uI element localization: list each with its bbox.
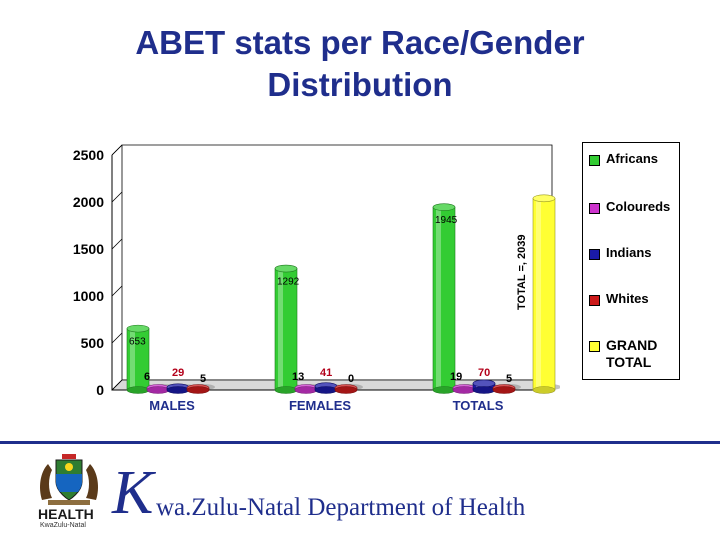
bar-bottom xyxy=(314,386,338,394)
legend-swatch xyxy=(589,341,600,352)
bar-bottom xyxy=(126,386,150,394)
legend-label: Whites xyxy=(606,291,649,306)
total-annotation: TOTAL =, 2039 xyxy=(516,234,528,310)
data-label: 653 xyxy=(129,337,146,348)
data-label: 29 xyxy=(172,367,184,379)
chart-legend: Africans Coloureds Indians Whites GRAND TOTA… xyxy=(582,142,680,380)
data-label: 70 xyxy=(478,367,490,379)
legend-item-coloureds: Coloureds xyxy=(589,199,670,215)
data-label: 19 xyxy=(450,371,462,383)
bar-bottom xyxy=(532,386,556,394)
data-label: 1292 xyxy=(277,277,300,288)
coat-of-arms-icon xyxy=(40,454,98,505)
legend-item-whites: Whites xyxy=(589,291,649,307)
bar-highlight xyxy=(278,268,283,390)
chart-back-wall xyxy=(121,144,553,381)
data-label: 5 xyxy=(506,373,512,385)
legend-label: Africans xyxy=(606,151,659,166)
y-tick-label: 500 xyxy=(81,335,105,351)
bar-highlight xyxy=(436,207,441,390)
legend-swatch xyxy=(589,249,600,260)
bar-top xyxy=(432,203,456,211)
gridline-500 xyxy=(111,332,123,344)
bar-bottom xyxy=(294,386,318,394)
data-label: 13 xyxy=(292,371,304,383)
bar-bottom xyxy=(492,386,516,394)
legend-swatch xyxy=(589,155,600,166)
bar-top xyxy=(274,264,298,273)
bar-bottom xyxy=(146,386,170,394)
data-label: 1945 xyxy=(435,215,458,226)
department-name: wa.Zulu-Natal Department of Health xyxy=(156,494,526,521)
bar-bottom xyxy=(452,386,476,394)
legend-item-indians: Indians xyxy=(589,245,652,261)
legend-swatch xyxy=(589,295,600,306)
bar-bottom xyxy=(274,386,298,394)
department-initial: K xyxy=(112,459,154,527)
legend-item-grand-total: GRAND TOTAL xyxy=(589,337,666,371)
data-label: 41 xyxy=(320,367,332,379)
footer-divider xyxy=(0,441,720,444)
gridline-0 xyxy=(111,379,123,391)
data-label: 6 xyxy=(144,371,150,383)
y-tick-label: 0 xyxy=(96,382,104,398)
logo-province-label: KwaZulu-Natal xyxy=(40,522,86,529)
gridline-2000 xyxy=(111,191,123,203)
gridline-1500 xyxy=(111,238,123,250)
bar-bottom xyxy=(432,386,456,394)
y-tick-label: 1500 xyxy=(73,241,104,257)
bar-chart: 0 500 1000 1500 2000 2500 653 1292 1945 6 13 19 29 41… xyxy=(54,140,560,420)
bar-top xyxy=(126,324,150,333)
bar-bottom xyxy=(166,386,190,394)
legend-label: GRAND TOTAL xyxy=(606,337,658,370)
legend-item-africans: Africans xyxy=(589,151,658,167)
bar-highlight xyxy=(536,198,541,390)
gridline-1000 xyxy=(111,285,123,297)
y-tick-label: 2000 xyxy=(73,194,104,210)
bar-bottom xyxy=(186,386,210,394)
x-category-label: MALES xyxy=(149,398,195,413)
y-tick-label: 2500 xyxy=(73,147,104,163)
bar-top xyxy=(472,379,496,388)
chart-svg: 0 500 1000 1500 2000 2500 653 1292 1945 6 13 19 29 41… xyxy=(73,144,560,413)
data-label: 5 xyxy=(200,373,206,385)
x-category-label: FEMALES xyxy=(289,398,351,413)
bar-highlight xyxy=(130,328,135,390)
bar-top xyxy=(532,194,556,203)
legend-label: Coloureds xyxy=(606,199,671,214)
title-line-2: Distribution xyxy=(267,66,453,103)
logo-health-label: HEALTH xyxy=(38,506,94,522)
legend-label: Indians xyxy=(606,245,652,260)
x-category-label: TOTALS xyxy=(453,398,504,413)
bar-bottom xyxy=(334,386,358,394)
y-tick-label: 1000 xyxy=(73,288,104,304)
title-line-1: ABET stats per Race/Gender xyxy=(135,24,585,61)
footer: HEALTH KwaZulu-Natal K wa.Zulu-Natal Dep… xyxy=(0,446,720,540)
bar-bottom xyxy=(472,386,496,394)
gridline-2500 xyxy=(111,144,123,156)
data-label: 0 xyxy=(348,373,354,385)
legend-swatch xyxy=(589,203,600,214)
slide-title: ABET stats per Race/Gender Distribution xyxy=(0,22,720,106)
